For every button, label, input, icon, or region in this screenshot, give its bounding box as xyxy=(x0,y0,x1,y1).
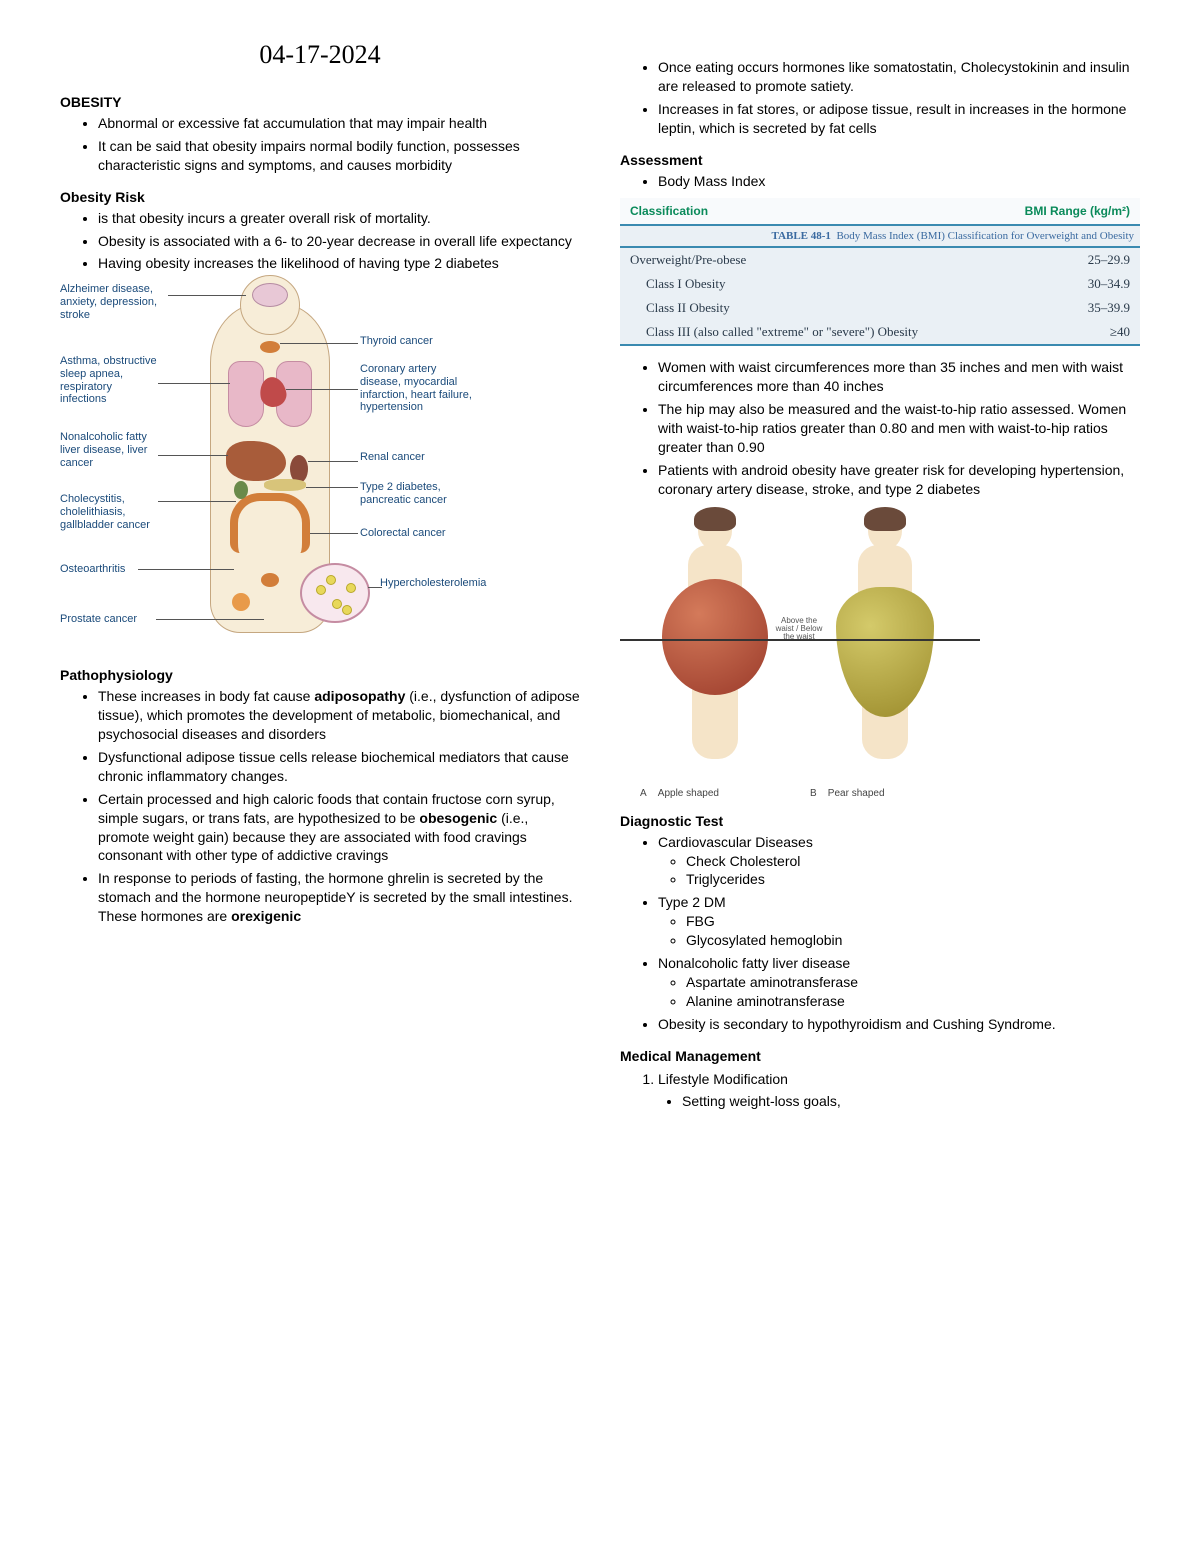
table-row: Overweight/Pre-obese25–29.9 xyxy=(620,247,1140,272)
assess-list-2: Women with waist circumferences more tha… xyxy=(620,358,1140,498)
section-risk: Obesity Risk xyxy=(60,189,580,205)
list-item: The hip may also be measured and the wai… xyxy=(658,400,1140,457)
table-caption: TABLE 48-1 Body Mass Index (BMI) Classif… xyxy=(620,225,1140,247)
list-item: Women with waist circumferences more tha… xyxy=(658,358,1140,396)
list-item: Obesity is associated with a 6- to 20-ye… xyxy=(98,232,580,251)
list-item: These increases in body fat cause adipos… xyxy=(98,687,580,744)
section-patho: Pathophysiology xyxy=(60,667,580,683)
bmi-table: TABLE 48-1 Body Mass Index (BMI) Classif… xyxy=(620,198,1140,346)
list-item: Having obesity increases the likelihood … xyxy=(98,254,580,273)
list-item: Certain processed and high caloric foods… xyxy=(98,790,580,866)
section-medical-mgmt: Medical Management xyxy=(620,1048,1140,1064)
fig-label: Hypercholesterolemia xyxy=(380,577,480,590)
list-item: Type 2 DM FBG Glycosylated hemoglobin xyxy=(658,893,1140,950)
list-item: FBG xyxy=(686,912,1140,931)
fig-label: Alzheimer disease, anxiety, depression, … xyxy=(60,283,170,321)
right-column: Once eating occurs hormones like somatos… xyxy=(620,40,1140,1119)
fig-caption-b: B Pear shaped xyxy=(810,788,885,799)
fig-label: Thyroid cancer xyxy=(360,335,470,348)
body-shape-figure: Above the waist / Below the waist A Appl… xyxy=(620,509,980,799)
fig-label: Prostate cancer xyxy=(60,613,170,626)
diag-list: Cardiovascular Diseases Check Cholestero… xyxy=(620,833,1140,1034)
date-heading: 04-17-2024 xyxy=(60,40,580,70)
list-item: Aspartate aminotransferase xyxy=(686,973,1140,992)
fig-label: Asthma, obstructive sleep apnea, respira… xyxy=(60,355,160,406)
section-obesity: OBESITY xyxy=(60,94,580,110)
list-item: Glycosylated hemoglobin xyxy=(686,931,1140,950)
left-column: 04-17-2024 OBESITY Abnormal or excessive… xyxy=(60,40,580,1119)
mm-list: Lifestyle Modification Setting weight-lo… xyxy=(620,1070,1140,1112)
list-item: Triglycerides xyxy=(686,870,1140,889)
list-item: Obesity is secondary to hypothyroidism a… xyxy=(658,1015,1140,1034)
table-row: Class II Obesity35–39.9 xyxy=(620,296,1140,320)
table-header: BMI Range (kg/m²) xyxy=(990,198,1140,225)
table-row: Class III (also called "extreme" or "sev… xyxy=(620,320,1140,345)
assess-list: Body Mass Index xyxy=(620,172,1140,191)
list-item: It can be said that obesity impairs norm… xyxy=(98,137,580,175)
fig-label: Colorectal cancer xyxy=(360,527,480,540)
fig-label: Renal cancer xyxy=(360,451,470,464)
table-row: Class I Obesity30–34.9 xyxy=(620,272,1140,296)
fig-label: Type 2 diabetes, pancreatic cancer xyxy=(360,481,480,506)
table-header: Classification xyxy=(620,198,990,225)
list-item: Setting weight-loss goals, xyxy=(682,1092,1140,1111)
section-assessment: Assessment xyxy=(620,152,1140,168)
list-item: Lifestyle Modification Setting weight-lo… xyxy=(658,1070,1140,1112)
list-item: Once eating occurs hormones like somatos… xyxy=(658,58,1140,96)
list-item: Increases in fat stores, or adipose tiss… xyxy=(658,100,1140,138)
fig-label: Cholecystitis, cholelithiasis, gallbladd… xyxy=(60,493,160,531)
list-item: Patients with android obesity have great… xyxy=(658,461,1140,499)
list-item: Dysfunctional adipose tissue cells relea… xyxy=(98,748,580,786)
list-item: Alanine aminotransferase xyxy=(686,992,1140,1011)
obesity-list: Abnormal or excessive fat accumulation t… xyxy=(60,114,580,175)
table-body: Overweight/Pre-obese25–29.9 Class I Obes… xyxy=(620,247,1140,345)
risk-list: is that obesity incurs a greater overall… xyxy=(60,209,580,274)
list-item: Abnormal or excessive fat accumulation t… xyxy=(98,114,580,133)
fig-caption-a: A Apple shaped xyxy=(640,788,719,799)
list-item: In response to periods of fasting, the h… xyxy=(98,869,580,926)
patho-list: These increases in body fat cause adipos… xyxy=(60,687,580,926)
list-item: Body Mass Index xyxy=(658,172,1140,191)
section-diagnostic: Diagnostic Test xyxy=(620,813,1140,829)
list-item: is that obesity incurs a greater overall… xyxy=(98,209,580,228)
page: 04-17-2024 OBESITY Abnormal or excessive… xyxy=(60,40,1140,1119)
list-item: Cardiovascular Diseases Check Cholestero… xyxy=(658,833,1140,890)
fig-label: Nonalcoholic fatty liver disease, liver … xyxy=(60,431,160,469)
list-item: Check Cholesterol xyxy=(686,852,1140,871)
fig-label: Coronary artery disease, myocardial infa… xyxy=(360,363,480,414)
list-item: Nonalcoholic fatty liver disease Asparta… xyxy=(658,954,1140,1011)
patho-cont-list: Once eating occurs hormones like somatos… xyxy=(620,58,1140,138)
fig-note: Above the waist / Below the waist xyxy=(774,617,824,641)
anatomy-figure: Alzheimer disease, anxiety, depression, … xyxy=(60,283,480,653)
